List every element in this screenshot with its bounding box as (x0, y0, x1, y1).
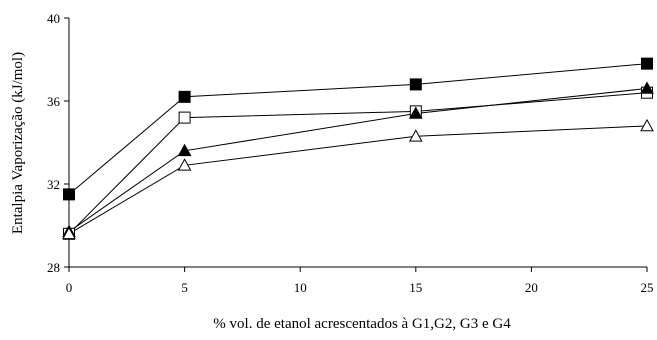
series-2-point-5 (178, 111, 191, 124)
y-axis-title: Entalpia Vaporização (kJ/mol) (10, 52, 26, 234)
series-3-point-25 (640, 81, 654, 94)
y-tick-label-40: 40 (47, 11, 60, 26)
series-1-line (68, 63, 648, 195)
series-1-point-5 (178, 90, 191, 103)
series-markers (62, 57, 654, 240)
y-tick-label-36: 36 (47, 94, 61, 109)
series-3-point-15 (408, 106, 423, 119)
series-4-line (68, 125, 648, 235)
series-4-point-0 (62, 226, 76, 240)
y-tick-label-28: 28 (47, 260, 60, 275)
series-4-point-15 (408, 129, 423, 142)
x-tick-label-15: 15 (409, 280, 422, 295)
y-tick-label-32: 32 (47, 177, 60, 192)
series-4-point-5 (177, 158, 192, 171)
series-4-point-25 (640, 118, 654, 132)
x-tick-label-10: 10 (294, 280, 307, 295)
axes: 28 32 36 40 0 5 10 15 20 25 (47, 11, 654, 295)
series-1-point-15 (409, 78, 422, 91)
x-tick-label-25: 25 (641, 280, 654, 295)
x-tick-label-20: 20 (525, 280, 538, 295)
series-3-line (68, 88, 648, 233)
series-2-line (68, 92, 648, 235)
x-tick-label-5: 5 (181, 280, 188, 295)
series-1-point-0 (63, 188, 75, 201)
series-lines (68, 63, 648, 235)
series-3-point-5 (177, 143, 192, 157)
x-axis-title: % vol. de etanol acrescentados à G1,G2, … (213, 316, 511, 332)
series-1-point-25 (641, 57, 653, 70)
x-tick-label-0: 0 (66, 280, 73, 295)
